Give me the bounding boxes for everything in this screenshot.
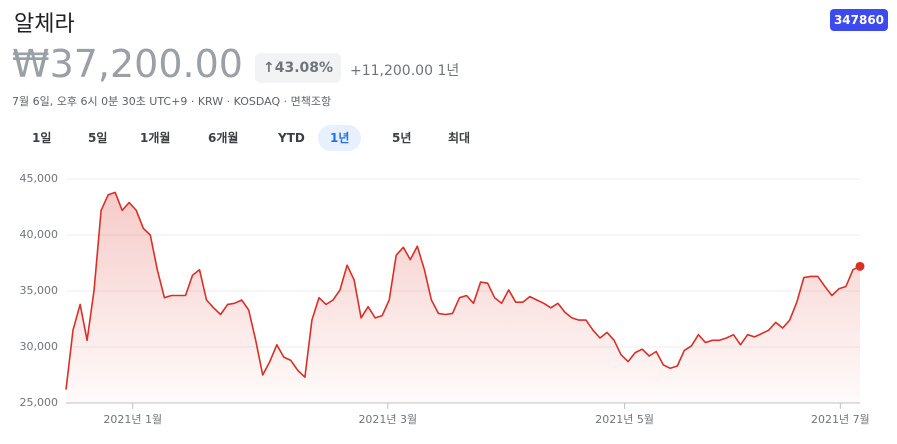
change: +11,200.00 1년: [350, 60, 459, 80]
ticker-badge[interactable]: 347860: [830, 9, 888, 31]
range-tab[interactable]: 1년: [318, 125, 362, 151]
y-tick-label: 45,000: [20, 172, 59, 185]
range-tab[interactable]: 5년: [392, 131, 412, 145]
x-tick-label: 2021년 1월: [103, 413, 162, 426]
y-tick-label: 25,000: [20, 396, 59, 409]
y-tick-label: 40,000: [20, 228, 59, 241]
area: [66, 192, 860, 403]
change-pill: ↑43.08%: [255, 53, 342, 83]
period: 1년: [437, 63, 460, 79]
y-tick-label: 30,000: [20, 340, 59, 353]
range-tab[interactable]: 1개월: [140, 131, 171, 145]
range-tab[interactable]: 최대: [448, 131, 471, 145]
stock-title: 알체라: [14, 12, 75, 37]
arrow: ↑: [263, 60, 275, 76]
y-tick-label: 35,000: [20, 284, 59, 297]
price-line: [65, 191, 861, 390]
chart: 45,000 40,000 35,000 30,000 25,000 2021년 1월 20…: [20, 172, 870, 426]
range-tab[interactable]: YTD: [278, 131, 305, 145]
x-tick-label: 2021년 5월: [595, 413, 654, 426]
change-pct: 43.08%: [274, 60, 334, 76]
range-tab[interactable]: 6개월: [208, 131, 239, 145]
range-tab[interactable]: 5일: [88, 131, 108, 145]
last-point: [855, 261, 865, 271]
change-value: +11,200.00: [350, 63, 433, 79]
price: ₩37,200.00: [12, 42, 243, 86]
meta: 7월 6일, 오후 6시 0분 30초 UTC+9 · KRW · KOSDAQ…: [12, 95, 332, 108]
x-tick-label: 2021년 3월: [358, 413, 417, 426]
range-tab[interactable]: 1일: [32, 131, 52, 145]
x-tick-label: 2021년 7월: [811, 413, 870, 426]
